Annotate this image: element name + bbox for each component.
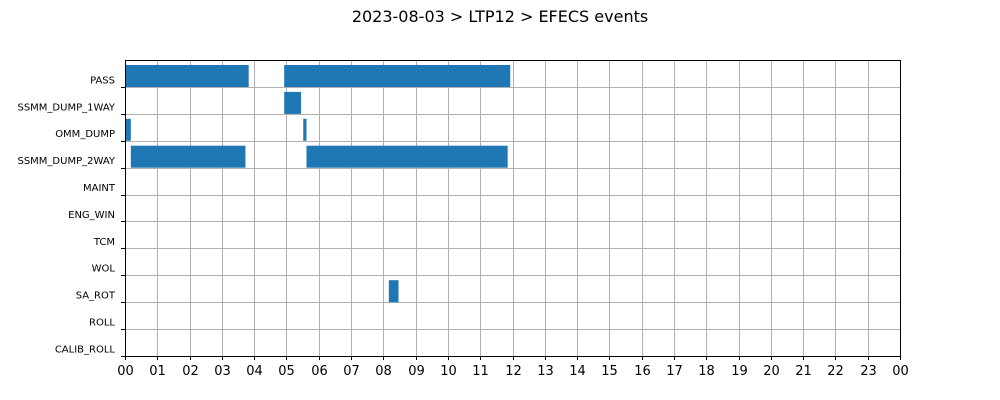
y-tick-label: ENG_WIN [68,210,115,221]
x-tick-label: 15 [601,364,618,379]
x-tick-label: 23 [860,364,877,379]
x-tick-label: 16 [634,364,651,379]
event-bar [284,91,301,114]
x-tick-label: 10 [440,364,457,379]
event-bar [306,145,508,168]
x-tick-label: 00 [892,364,909,379]
x-tick-label: 20 [763,364,780,379]
event-bar [130,145,246,168]
y-tick-label: WOL [92,264,116,275]
y-tick-label: CALIB_ROLL [55,344,116,355]
event-bar [125,65,249,87]
x-tick-label: 11 [472,364,489,379]
x-tick-label: 00 [117,364,134,379]
y-tick-label: ROLL [89,318,115,329]
x-tick-label: 09 [408,364,425,379]
y-tick-label: MAINT [83,183,116,194]
x-tick-label: 17 [666,364,683,379]
x-tick-label: 21 [795,364,812,379]
event-bar [303,118,307,141]
event-bar [388,280,399,303]
x-tick-label: 01 [149,364,166,379]
chart-title: 2023-08-03 > LTP12 > EFECS events [352,7,648,26]
x-tick-label: 08 [375,364,392,379]
event-bar [125,118,131,141]
x-tick-label: 19 [731,364,748,379]
x-tick-label: 22 [827,364,844,379]
x-tick-label: 04 [246,364,263,379]
x-tick-label: 12 [505,364,522,379]
x-tick-label: 07 [343,364,360,379]
grid-lines [125,60,901,356]
y-tick-label: SSMM_DUMP_2WAY [17,156,115,167]
y-tick-label: OMM_DUMP [55,129,115,140]
x-tick-label: 06 [311,364,328,379]
x-tick-label: 18 [698,364,715,379]
x-axis: 00 01 02 03 04 05 06 07 08 09 10 11 12 13 14 15 16 17 18 19… [117,356,909,379]
x-tick-label: 13 [537,364,554,379]
x-tick-label: 05 [278,364,295,379]
y-tick-label: SA_ROT [76,291,116,302]
event-bars [125,65,511,303]
x-tick-label: 02 [182,364,199,379]
event-bar [284,65,511,87]
x-tick-label: 14 [569,364,586,379]
y-tick-label: PASS [90,75,115,86]
y-tick-label: TCM [93,237,115,248]
y-tick-label: SSMM_DUMP_1WAY [17,102,115,113]
x-tick-label: 03 [214,364,231,379]
y-axis: PASS SSMM_DUMP_1WAY OMM_DUMP SSMM_DUMP_2WAY… [17,75,125,357]
